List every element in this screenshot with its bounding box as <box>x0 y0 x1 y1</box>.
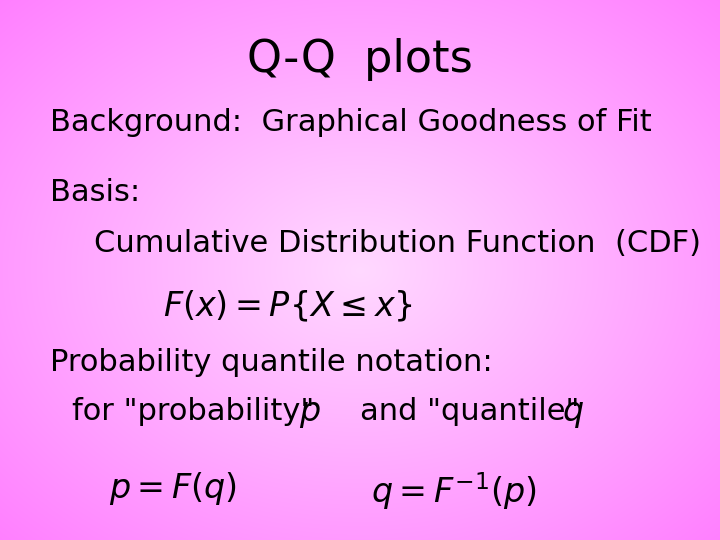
Text: $q$: $q$ <box>562 397 583 430</box>
Text: Q-Q  plots: Q-Q plots <box>247 38 473 81</box>
Text: and "quantile": and "quantile" <box>360 397 580 426</box>
Text: Cumulative Distribution Function  (CDF): Cumulative Distribution Function (CDF) <box>94 230 701 259</box>
Text: for "probability": for "probability" <box>72 397 314 426</box>
Text: Background:  Graphical Goodness of Fit: Background: Graphical Goodness of Fit <box>50 108 652 137</box>
Text: $F(x) = P\{X \leq x\}$: $F(x) = P\{X \leq x\}$ <box>163 289 413 324</box>
Text: Basis:: Basis: <box>50 178 140 207</box>
Text: $p$: $p$ <box>299 397 320 430</box>
Text: $p = F(q)$: $p = F(q)$ <box>109 470 237 507</box>
Text: $q = F^{-1}(p)$: $q = F^{-1}(p)$ <box>371 470 536 511</box>
Text: Probability quantile notation:: Probability quantile notation: <box>50 348 493 377</box>
